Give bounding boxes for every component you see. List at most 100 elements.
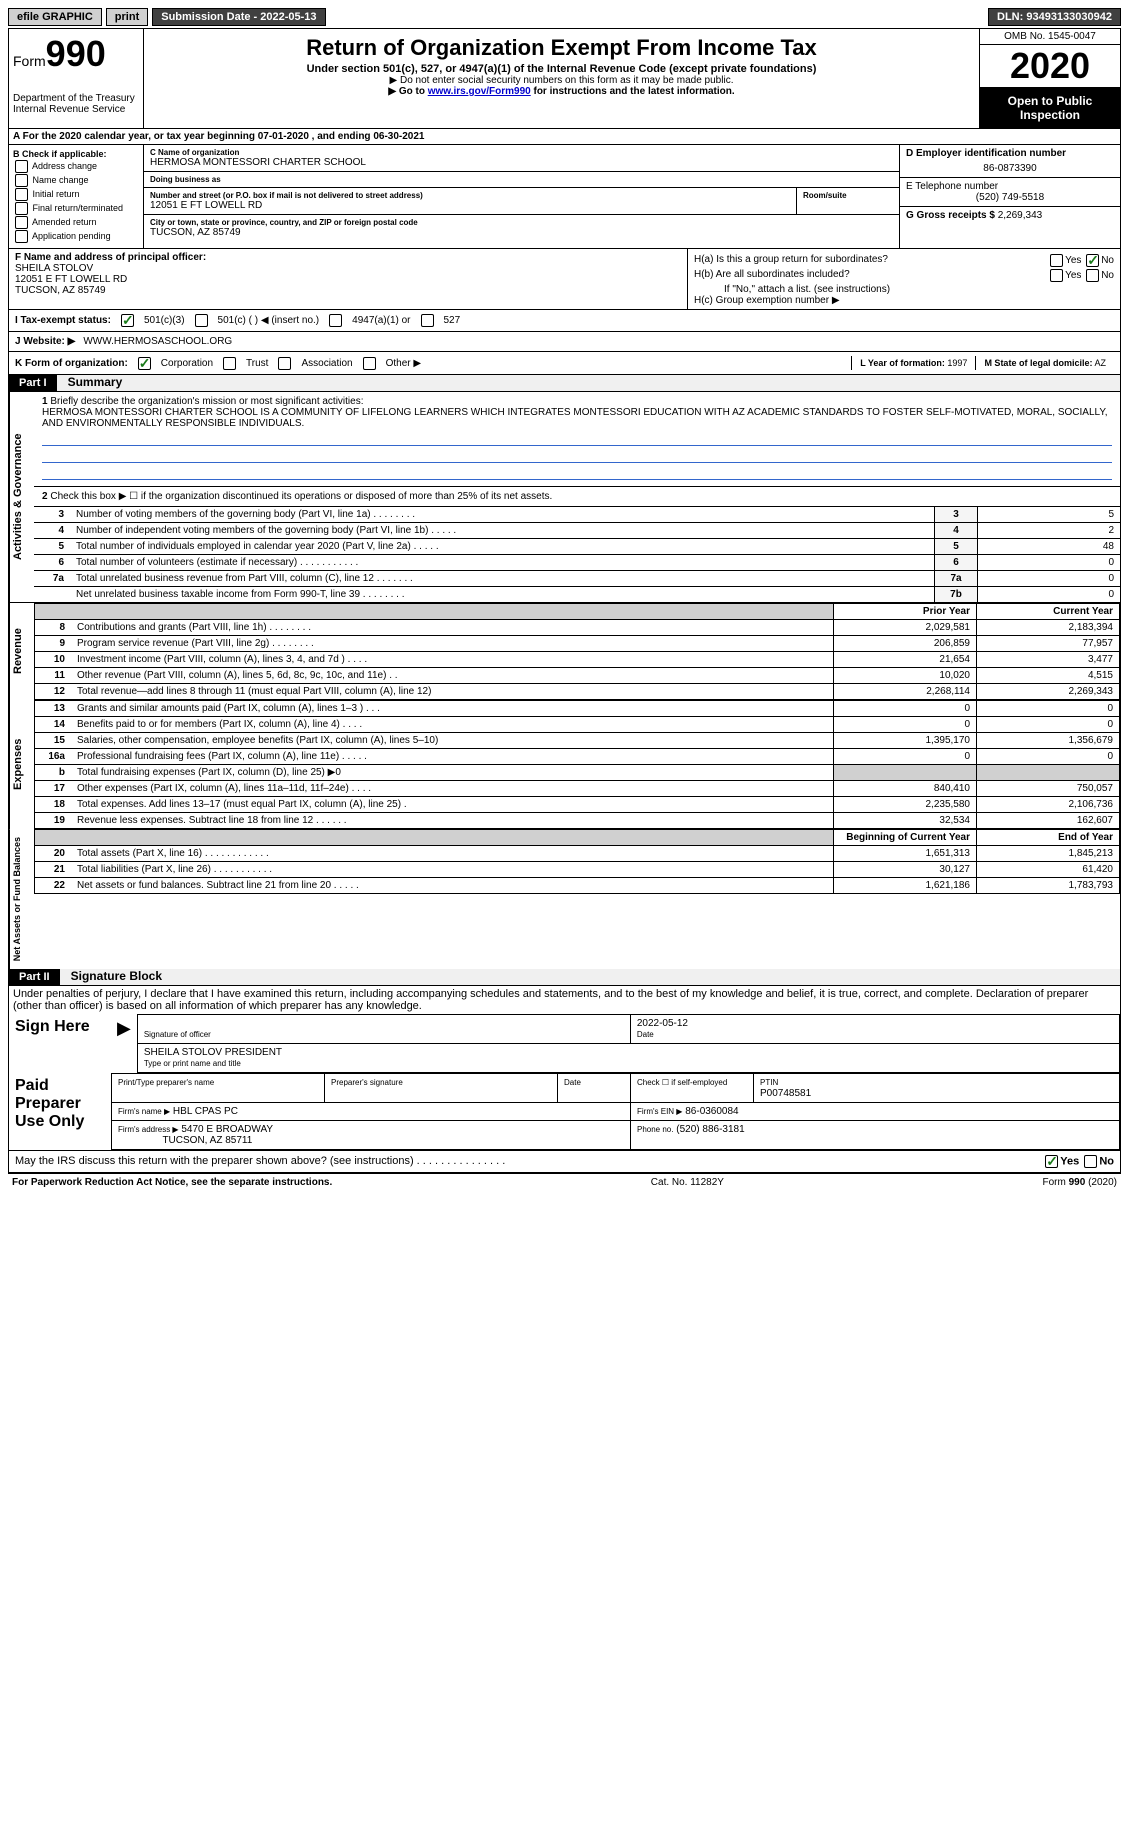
chk-4947[interactable] — [329, 314, 342, 327]
footer-right: Form 990 (2020) — [1043, 1177, 1117, 1188]
print-button[interactable]: print — [106, 8, 148, 26]
street-value: 12051 E FT LOWELL RD — [150, 200, 790, 211]
prep-check-label: Check ☐ if self-employed — [637, 1078, 727, 1087]
form-prefix: Form — [13, 53, 46, 69]
part2-title: Signature Block — [63, 969, 162, 983]
chk-other[interactable] — [363, 357, 376, 370]
box-h: H(a) Is this a group return for subordin… — [687, 249, 1120, 309]
chk-name-change[interactable]: Name change — [13, 174, 139, 187]
city-label: City or town, state or province, country… — [150, 218, 893, 227]
dept-text: Department of the Treasury Internal Reve… — [13, 93, 139, 115]
mission-text: HERMOSA MONTESSORI CHARTER SCHOOL IS A C… — [42, 407, 1108, 429]
h-a-label: H(a) Is this a group return for subordin… — [694, 254, 888, 267]
prep-sig-label: Preparer's signature — [331, 1078, 403, 1087]
ein-label: D Employer identification number — [906, 148, 1114, 159]
ein-value: 86-0873390 — [906, 163, 1114, 174]
ptin-value: P00748581 — [760, 1088, 811, 1099]
sign-here-label: Sign Here — [9, 1015, 111, 1073]
officer-h-row: F Name and address of principal officer:… — [9, 249, 1120, 310]
gross-value: 2,269,343 — [998, 210, 1043, 221]
h-b-label: H(b) Are all subordinates included? — [694, 269, 850, 282]
website-value: WWW.HERMOSASCHOOL.ORG — [83, 336, 232, 347]
website-row: J Website: ▶ WWW.HERMOSASCHOOL.ORG — [9, 332, 1120, 352]
top-bar: efile GRAPHIC print Submission Date - 20… — [8, 8, 1121, 26]
form-subtitle: Under section 501(c), 527, or 4947(a)(1)… — [148, 63, 975, 75]
city-value: TUCSON, AZ 85749 — [150, 227, 893, 238]
part1-badge: Part I — [9, 375, 57, 391]
main-grid: B Check if applicable: Address change Na… — [9, 145, 1120, 249]
netassets-table: Beginning of Current YearEnd of Year 20T… — [34, 829, 1120, 894]
paid-preparer-label: Paid Preparer Use Only — [9, 1074, 112, 1150]
firm-name-label: Firm's name ▶ — [118, 1107, 170, 1116]
sign-here-table: Sign Here ▶ Signature of officer 2022-05… — [9, 1014, 1120, 1073]
officer-label: F Name and address of principal officer: — [15, 252, 681, 263]
status-row: I Tax-exempt status: 501(c)(3) 501(c) ( … — [9, 310, 1120, 332]
discuss-no[interactable] — [1084, 1155, 1097, 1168]
sig-date-value: 2022-05-12 — [637, 1018, 688, 1029]
chk-pending[interactable]: Application pending — [13, 230, 139, 243]
chk-501c[interactable] — [195, 314, 208, 327]
gross-label: G Gross receipts $ — [906, 210, 995, 221]
h-c-label: H(c) Group exemption number ▶ — [694, 295, 1114, 306]
org-info: C Name of organization HERMOSA MONTESSOR… — [144, 145, 899, 248]
box-b-heading: B Check if applicable: — [13, 149, 139, 159]
chk-assoc[interactable] — [278, 357, 291, 370]
firm-name: HBL CPAS PC — [173, 1106, 238, 1117]
header-right: OMB No. 1545-0047 2020 Open to Public In… — [979, 29, 1120, 128]
org-name: HERMOSA MONTESSORI CHARTER SCHOOL — [150, 157, 893, 168]
side-netassets: Net Assets or Fund Balances — [9, 829, 34, 969]
prep-name-label: Print/Type preparer's name — [118, 1078, 214, 1087]
part2-badge: Part II — [9, 969, 60, 985]
dba-label: Doing business as — [150, 175, 893, 184]
q1-text: Briefly describe the organization's miss… — [50, 396, 363, 407]
note2-post: for instructions and the latest informat… — [531, 86, 735, 97]
org-name-label: C Name of organization — [150, 148, 893, 157]
discuss-text: May the IRS discuss this return with the… — [15, 1155, 505, 1168]
sig-date-label: Date — [637, 1030, 654, 1039]
chk-address-change[interactable]: Address change — [13, 160, 139, 173]
right-boxes: D Employer identification number 86-0873… — [899, 145, 1120, 248]
h-a-yes[interactable] — [1050, 254, 1063, 267]
col-current: Current Year — [977, 604, 1120, 620]
side-revenue: Revenue — [9, 603, 34, 700]
discuss-yes[interactable] — [1045, 1155, 1058, 1168]
h-b-no[interactable] — [1086, 269, 1099, 282]
phone-value: (520) 749-5518 — [906, 192, 1114, 203]
prep-phone-label: Phone no. — [637, 1125, 673, 1134]
firm-city: TUCSON, AZ 85711 — [162, 1135, 252, 1146]
firm-ein: 86-0360084 — [685, 1106, 738, 1117]
discuss-row: May the IRS discuss this return with the… — [9, 1150, 1120, 1172]
chk-527[interactable] — [421, 314, 434, 327]
korg-row: K Form of organization: Corporation Trus… — [9, 352, 1120, 375]
h-a-no[interactable] — [1086, 254, 1099, 267]
chk-amended[interactable]: Amended return — [13, 216, 139, 229]
officer-city: TUCSON, AZ 85749 — [15, 285, 681, 296]
part1-netassets: Net Assets or Fund Balances Beginning of… — [9, 829, 1120, 969]
prep-phone: (520) 886-3181 — [676, 1124, 744, 1135]
phone-label: E Telephone number — [906, 181, 1114, 192]
ptin-label: PTIN — [760, 1078, 778, 1087]
box-f: F Name and address of principal officer:… — [9, 249, 687, 309]
chk-trust[interactable] — [223, 357, 236, 370]
dln: DLN: 93493133030942 — [988, 8, 1121, 26]
expenses-table: 13Grants and similar amounts paid (Part … — [34, 700, 1120, 829]
officer-name: SHEILA STOLOV — [15, 263, 681, 274]
footer: For Paperwork Reduction Act Notice, see … — [8, 1173, 1121, 1191]
chk-corp[interactable] — [138, 357, 151, 370]
part1-title: Summary — [60, 375, 123, 389]
street-label: Number and street (or P.O. box if mail i… — [150, 191, 790, 200]
note2-pre: ▶ Go to — [388, 86, 427, 97]
chk-501c3[interactable] — [121, 314, 134, 327]
chk-final-return[interactable]: Final return/terminated — [13, 202, 139, 215]
col-end: End of Year — [977, 830, 1120, 846]
h-b-yes[interactable] — [1050, 269, 1063, 282]
part1-expenses: Expenses 13Grants and similar amounts pa… — [9, 700, 1120, 829]
irs-link[interactable]: www.irs.gov/Form990 — [428, 86, 531, 97]
sig-name-label: Type or print name and title — [144, 1059, 241, 1068]
officer-street: 12051 E FT LOWELL RD — [15, 274, 681, 285]
form-990: Form990 Department of the Treasury Inter… — [8, 28, 1121, 1173]
revenue-table: Prior YearCurrent Year 8Contributions an… — [34, 603, 1120, 700]
chk-initial-return[interactable]: Initial return — [13, 188, 139, 201]
part1-header-row: Part I Summary — [9, 375, 1120, 392]
col-begin: Beginning of Current Year — [834, 830, 977, 846]
